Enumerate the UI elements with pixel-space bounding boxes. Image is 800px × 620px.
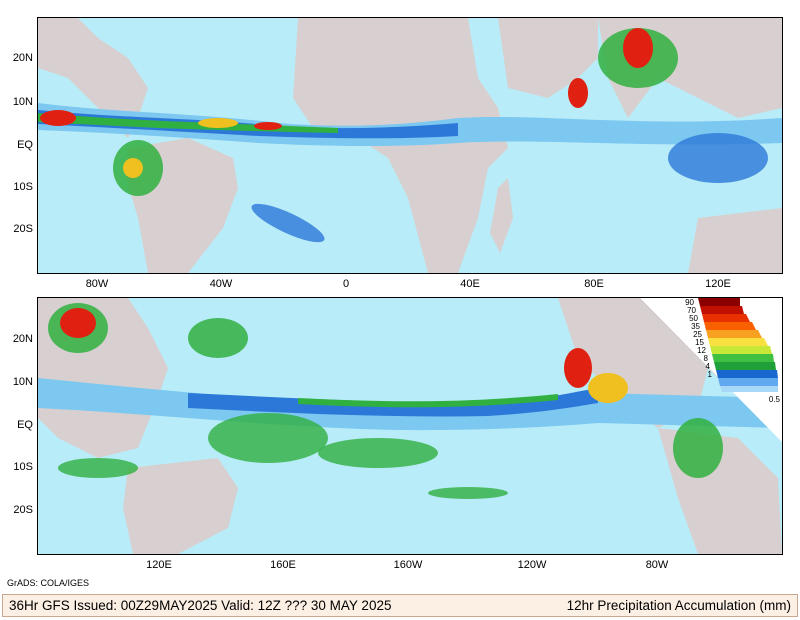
top-map-graphic (38, 18, 782, 273)
legend-label-70: 70 (687, 306, 696, 315)
legend-label-0-5: 0.5 (769, 395, 781, 404)
bottom-lat-label-10s: 10S (13, 461, 33, 473)
bottom-lat-label-20s: 20S (13, 504, 33, 516)
bottom-lon-label-160w: 160W (393, 559, 423, 571)
legend-label-25: 25 (693, 330, 702, 339)
legend-label-8: 8 (704, 354, 709, 363)
bottom-lon-label-160e: 160E (270, 559, 296, 571)
grads-credit: GrADS: COLA/IGES (7, 578, 90, 588)
legend-label-90: 90 (685, 298, 694, 307)
bottom-lon-label-120e: 120E (146, 559, 172, 571)
top-lon-label-120e: 120E (705, 278, 731, 290)
top-map-panel (37, 17, 783, 274)
forecast-info: 36Hr GFS Issued: 00Z29MAY2025 Valid: 12Z… (9, 598, 392, 613)
bottom-lat-label-20n: 20N (12, 333, 33, 345)
top-lon-label-40e: 40E (460, 278, 480, 290)
top-lat-label-20s: 20S (13, 223, 33, 235)
bottom-lon-label-80w: 80W (645, 559, 669, 571)
product-title: 12hr Precipitation Accumulation (mm) (566, 598, 791, 613)
legend-label-35: 35 (691, 322, 700, 331)
top-lon-label-80w: 80W (85, 278, 109, 290)
top-lat-label-10s: 10S (13, 181, 33, 193)
legend-label-50: 50 (689, 314, 698, 323)
top-lon-label-0: 0 (342, 278, 350, 290)
precipitation-legend: 90 70 50 35 25 15 12 8 4 1 0.5 (685, 298, 781, 404)
legend-label-15: 15 (695, 338, 704, 347)
top-lat-label-10n: 10N (12, 96, 33, 108)
legend-label-4: 4 (706, 362, 711, 371)
legend-color-wedges (698, 298, 778, 392)
legend-label-12: 12 (697, 346, 706, 355)
bottom-lon-label-120w: 120W (517, 559, 547, 571)
bottom-lat-label-10n: 10N (12, 376, 33, 388)
top-lon-label-80e: 80E (584, 278, 604, 290)
bottom-map-panel (37, 297, 783, 555)
bottom-lat-label-eq: EQ (17, 419, 33, 431)
legend-label-1: 1 (708, 370, 713, 379)
top-lon-label-40w: 40W (209, 278, 233, 290)
top-lat-label-eq: EQ (17, 139, 33, 151)
top-lat-label-20n: 20N (12, 52, 33, 64)
footer-bar: 36Hr GFS Issued: 00Z29MAY2025 Valid: 12Z… (2, 594, 798, 617)
